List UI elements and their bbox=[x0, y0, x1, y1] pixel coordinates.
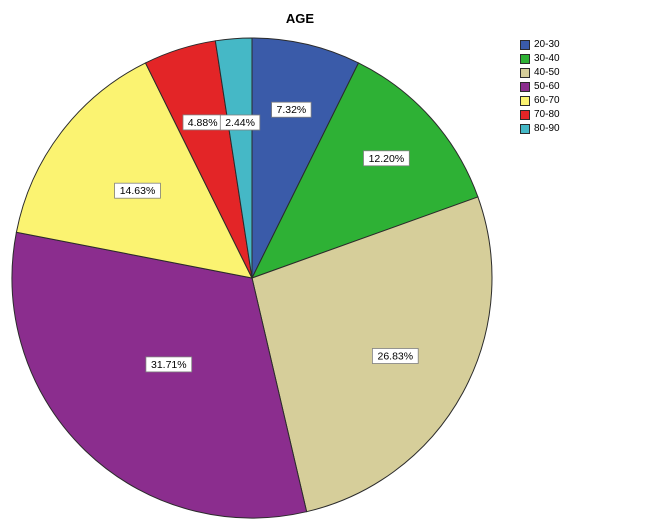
pie-slice-80-90 bbox=[214, 37, 253, 279]
slice-label-box bbox=[114, 182, 161, 199]
slice-label-50-60: 31.71% bbox=[145, 356, 193, 373]
legend-label: 20-30 bbox=[534, 39, 560, 50]
pie-slice-40-50 bbox=[251, 196, 493, 513]
legend-swatch bbox=[520, 39, 530, 50]
legend-swatch bbox=[520, 53, 530, 64]
slice-label-box bbox=[363, 150, 410, 167]
slice-label-box bbox=[271, 101, 312, 118]
slice-label-text: 26.83% bbox=[377, 351, 413, 363]
slice-label-70-80: 4.88% bbox=[182, 114, 223, 131]
legend-label: 60-70 bbox=[534, 95, 560, 106]
pie-slice-20-30 bbox=[251, 37, 360, 279]
slice-label-text: 31.71% bbox=[151, 359, 187, 371]
slice-label-40-50: 26.83% bbox=[371, 348, 419, 364]
legend: 20-30 30-40 40-50 50-60 60-70 70-80 80-9… bbox=[520, 38, 560, 136]
legend-label: 70-80 bbox=[534, 109, 560, 120]
legend-item: 40-50 bbox=[520, 66, 560, 79]
slice-label-30-40: 12.20% bbox=[363, 150, 410, 167]
legend-swatch bbox=[520, 81, 530, 92]
slice-label-text: 14.63% bbox=[120, 185, 156, 197]
legend-item: 80-90 bbox=[520, 122, 560, 135]
legend-item: 20-30 bbox=[520, 38, 560, 51]
slice-label-20-30: 7.32% bbox=[271, 101, 312, 118]
legend-label: 50-60 bbox=[534, 81, 560, 92]
slice-label-60-70: 14.63% bbox=[114, 182, 161, 199]
legend-label: 40-50 bbox=[534, 67, 560, 78]
legend-item: 70-80 bbox=[520, 108, 560, 121]
legend-swatch bbox=[520, 95, 530, 106]
pie-slice-60-70 bbox=[15, 62, 253, 279]
slice-label-text: 4.88% bbox=[188, 117, 218, 129]
legend-swatch bbox=[520, 67, 530, 78]
slice-label-text: 12.20% bbox=[369, 153, 405, 165]
legend-label: 80-90 bbox=[534, 123, 560, 134]
slice-label-text: 2.44% bbox=[225, 117, 255, 129]
pie-slice-30-40 bbox=[251, 62, 479, 279]
legend-item: 30-40 bbox=[520, 52, 560, 65]
slice-label-text: 7.32% bbox=[277, 104, 307, 116]
pie-slice-50-60 bbox=[11, 231, 308, 519]
slice-label-box bbox=[371, 348, 419, 364]
legend-item: 50-60 bbox=[520, 80, 560, 93]
legend-swatch bbox=[520, 109, 530, 120]
legend-item: 60-70 bbox=[520, 94, 560, 107]
legend-swatch bbox=[520, 123, 530, 134]
slice-label-box bbox=[145, 356, 193, 373]
slice-label-80-90: 2.44% bbox=[219, 114, 261, 131]
legend-label: 30-40 bbox=[534, 53, 560, 64]
slice-label-box bbox=[219, 114, 261, 131]
chart-title: AGE bbox=[285, 11, 315, 26]
